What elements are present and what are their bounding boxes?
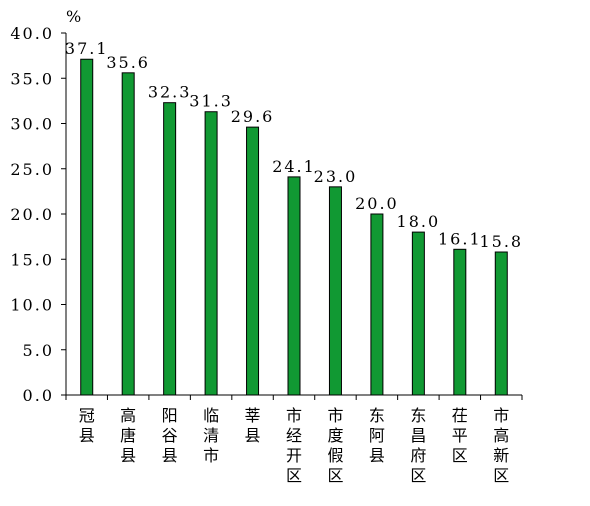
bar — [370, 213, 384, 396]
data-label: 35.6 — [106, 53, 150, 72]
category-label: 市经开区 — [286, 406, 302, 485]
category-label: 临清市 — [203, 406, 219, 465]
bar — [80, 58, 94, 396]
data-label: 32.3 — [148, 83, 192, 102]
data-label: 24.1 — [272, 157, 316, 176]
category-label: 冠县 — [79, 406, 95, 445]
y-tick-label: 40.0 — [10, 24, 54, 43]
y-tick-label: 5.0 — [23, 341, 54, 360]
x-axis-ticks — [65, 395, 523, 400]
category-label: 东阿县 — [369, 406, 385, 465]
bars — [80, 58, 508, 396]
data-label: 31.3 — [189, 92, 233, 111]
data-label: 16.1 — [438, 229, 482, 248]
y-tick-label: 15.0 — [10, 250, 54, 269]
value-labels: 37.135.6 32.331.329.6 24.123.0 20.018.016.1… — [65, 39, 523, 251]
data-label: 29.6 — [231, 107, 275, 126]
category-label: 茌平区 — [452, 406, 468, 465]
data-label: 23.0 — [314, 167, 358, 186]
y-tick-label: 35.0 — [10, 69, 54, 88]
bar — [328, 186, 342, 396]
y-tick-label: 25.0 — [10, 160, 54, 179]
bar — [494, 251, 508, 396]
category-label: 阳谷县 — [162, 406, 178, 465]
category-labels: 冠县 高唐县 阳谷县 临清市 莘县 市经开区 市度假区 东阿县 东昌府区 茌平区 市高新区 — [79, 406, 510, 485]
bar — [453, 248, 467, 396]
bar — [163, 102, 177, 396]
bar — [287, 176, 301, 396]
y-axis-ticks: 0.0 5.0 10.0 15.0 20.0 25.0 30.0 35.0 40.0 — [10, 24, 66, 405]
y-axis-unit: % — [66, 7, 81, 26]
data-label: 20.0 — [355, 194, 399, 213]
data-label: 37.1 — [65, 39, 109, 58]
category-label: 市高新区 — [493, 406, 509, 485]
data-label: 18.0 — [397, 212, 441, 231]
bar — [204, 111, 218, 396]
category-label: 莘县 — [245, 406, 261, 445]
y-tick-label: 0.0 — [23, 386, 54, 405]
category-label: 东昌府区 — [410, 406, 426, 485]
category-label: 市度假区 — [327, 406, 343, 485]
y-tick-label: 20.0 — [10, 205, 54, 224]
y-tick-label: 10.0 — [10, 296, 54, 315]
data-label: 15.8 — [479, 232, 523, 251]
bar — [246, 126, 260, 396]
y-tick-label: 30.0 — [10, 115, 54, 134]
category-label: 高唐县 — [120, 406, 136, 465]
bar — [411, 231, 425, 396]
bar — [121, 72, 135, 396]
